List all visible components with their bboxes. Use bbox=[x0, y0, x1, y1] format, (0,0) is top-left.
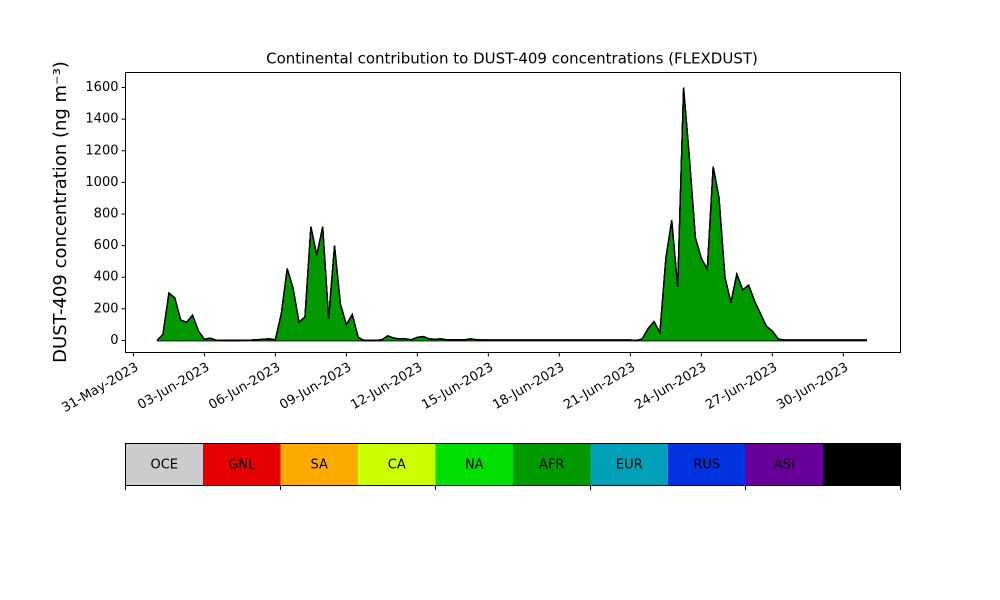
legend-ticks bbox=[125, 485, 901, 490]
legend-swatch bbox=[203, 443, 281, 486]
legend-label: GNL bbox=[228, 458, 256, 473]
area-edge bbox=[156, 87, 867, 342]
legend-label: RUS bbox=[693, 458, 720, 473]
area bbox=[157, 87, 867, 341]
x-tick-label: 27-Jun-2023 bbox=[703, 360, 780, 413]
y-tick-label: 1400 bbox=[85, 112, 118, 127]
x-tick-label: 18-Jun-2023 bbox=[490, 360, 567, 413]
legend: OCE GNL SA CA NA AFR EUR RUS ASI AUS bbox=[125, 443, 901, 486]
y-tick-label: 600 bbox=[94, 238, 119, 253]
legend-swatch bbox=[513, 443, 591, 486]
chart-title: Continental contribution to DUST-409 con… bbox=[266, 50, 758, 68]
x-tick-label: 21-Jun-2023 bbox=[561, 360, 638, 413]
legend-label: ASI bbox=[774, 458, 795, 473]
area-edge bbox=[156, 87, 867, 342]
y-tick-label: 1200 bbox=[85, 143, 118, 158]
legend-swatch bbox=[435, 443, 513, 486]
legend-label: AUS bbox=[848, 458, 875, 473]
x-tick-label: 06-Jun-2023 bbox=[206, 360, 283, 413]
y-tick-label: 0 bbox=[110, 333, 118, 348]
y-tick-label: 1000 bbox=[85, 175, 118, 190]
area bbox=[157, 87, 867, 341]
legend-swatch bbox=[823, 443, 901, 486]
area-edge bbox=[156, 87, 867, 342]
plot-area bbox=[156, 87, 867, 342]
legend-label: NA bbox=[465, 458, 484, 473]
legend-swatch bbox=[590, 443, 668, 486]
legend-swatch bbox=[358, 443, 436, 486]
x-tick-label: 09-Jun-2023 bbox=[277, 360, 354, 413]
axes-frame bbox=[125, 72, 901, 353]
legend-label: AFR bbox=[539, 458, 564, 473]
legend-swatch bbox=[125, 443, 203, 486]
area bbox=[157, 87, 867, 341]
area-edge bbox=[156, 87, 867, 342]
x-tick-label: 31-May-2023 bbox=[59, 360, 141, 416]
x-tick-label: 12-Jun-2023 bbox=[348, 360, 425, 413]
legend-label: SA bbox=[311, 458, 328, 473]
legend-swatch bbox=[745, 443, 823, 486]
area bbox=[157, 87, 867, 341]
area-edge bbox=[156, 87, 867, 342]
legend-swatch bbox=[668, 443, 746, 486]
x-tick-label: 30-Jun-2023 bbox=[774, 360, 851, 413]
y-tick-label: 800 bbox=[94, 207, 119, 222]
x-tick-label: 03-Jun-2023 bbox=[135, 360, 212, 413]
legend-label: EUR bbox=[616, 458, 643, 473]
legend-label: OCE bbox=[150, 458, 178, 473]
legend-swatch bbox=[280, 443, 358, 486]
legend-frame bbox=[125, 443, 901, 486]
area bbox=[157, 87, 867, 341]
legend-label: CA bbox=[388, 458, 406, 473]
x-tick-label: 24-Jun-2023 bbox=[632, 360, 709, 413]
y-tick-label: 1600 bbox=[85, 80, 118, 95]
y-tick-label: 200 bbox=[94, 301, 119, 316]
y-tick-label: 400 bbox=[94, 270, 119, 285]
x-tick-label: 15-Jun-2023 bbox=[419, 360, 496, 413]
y-axis-label: DUST-409 concentration (ng m⁻³) bbox=[50, 61, 71, 363]
